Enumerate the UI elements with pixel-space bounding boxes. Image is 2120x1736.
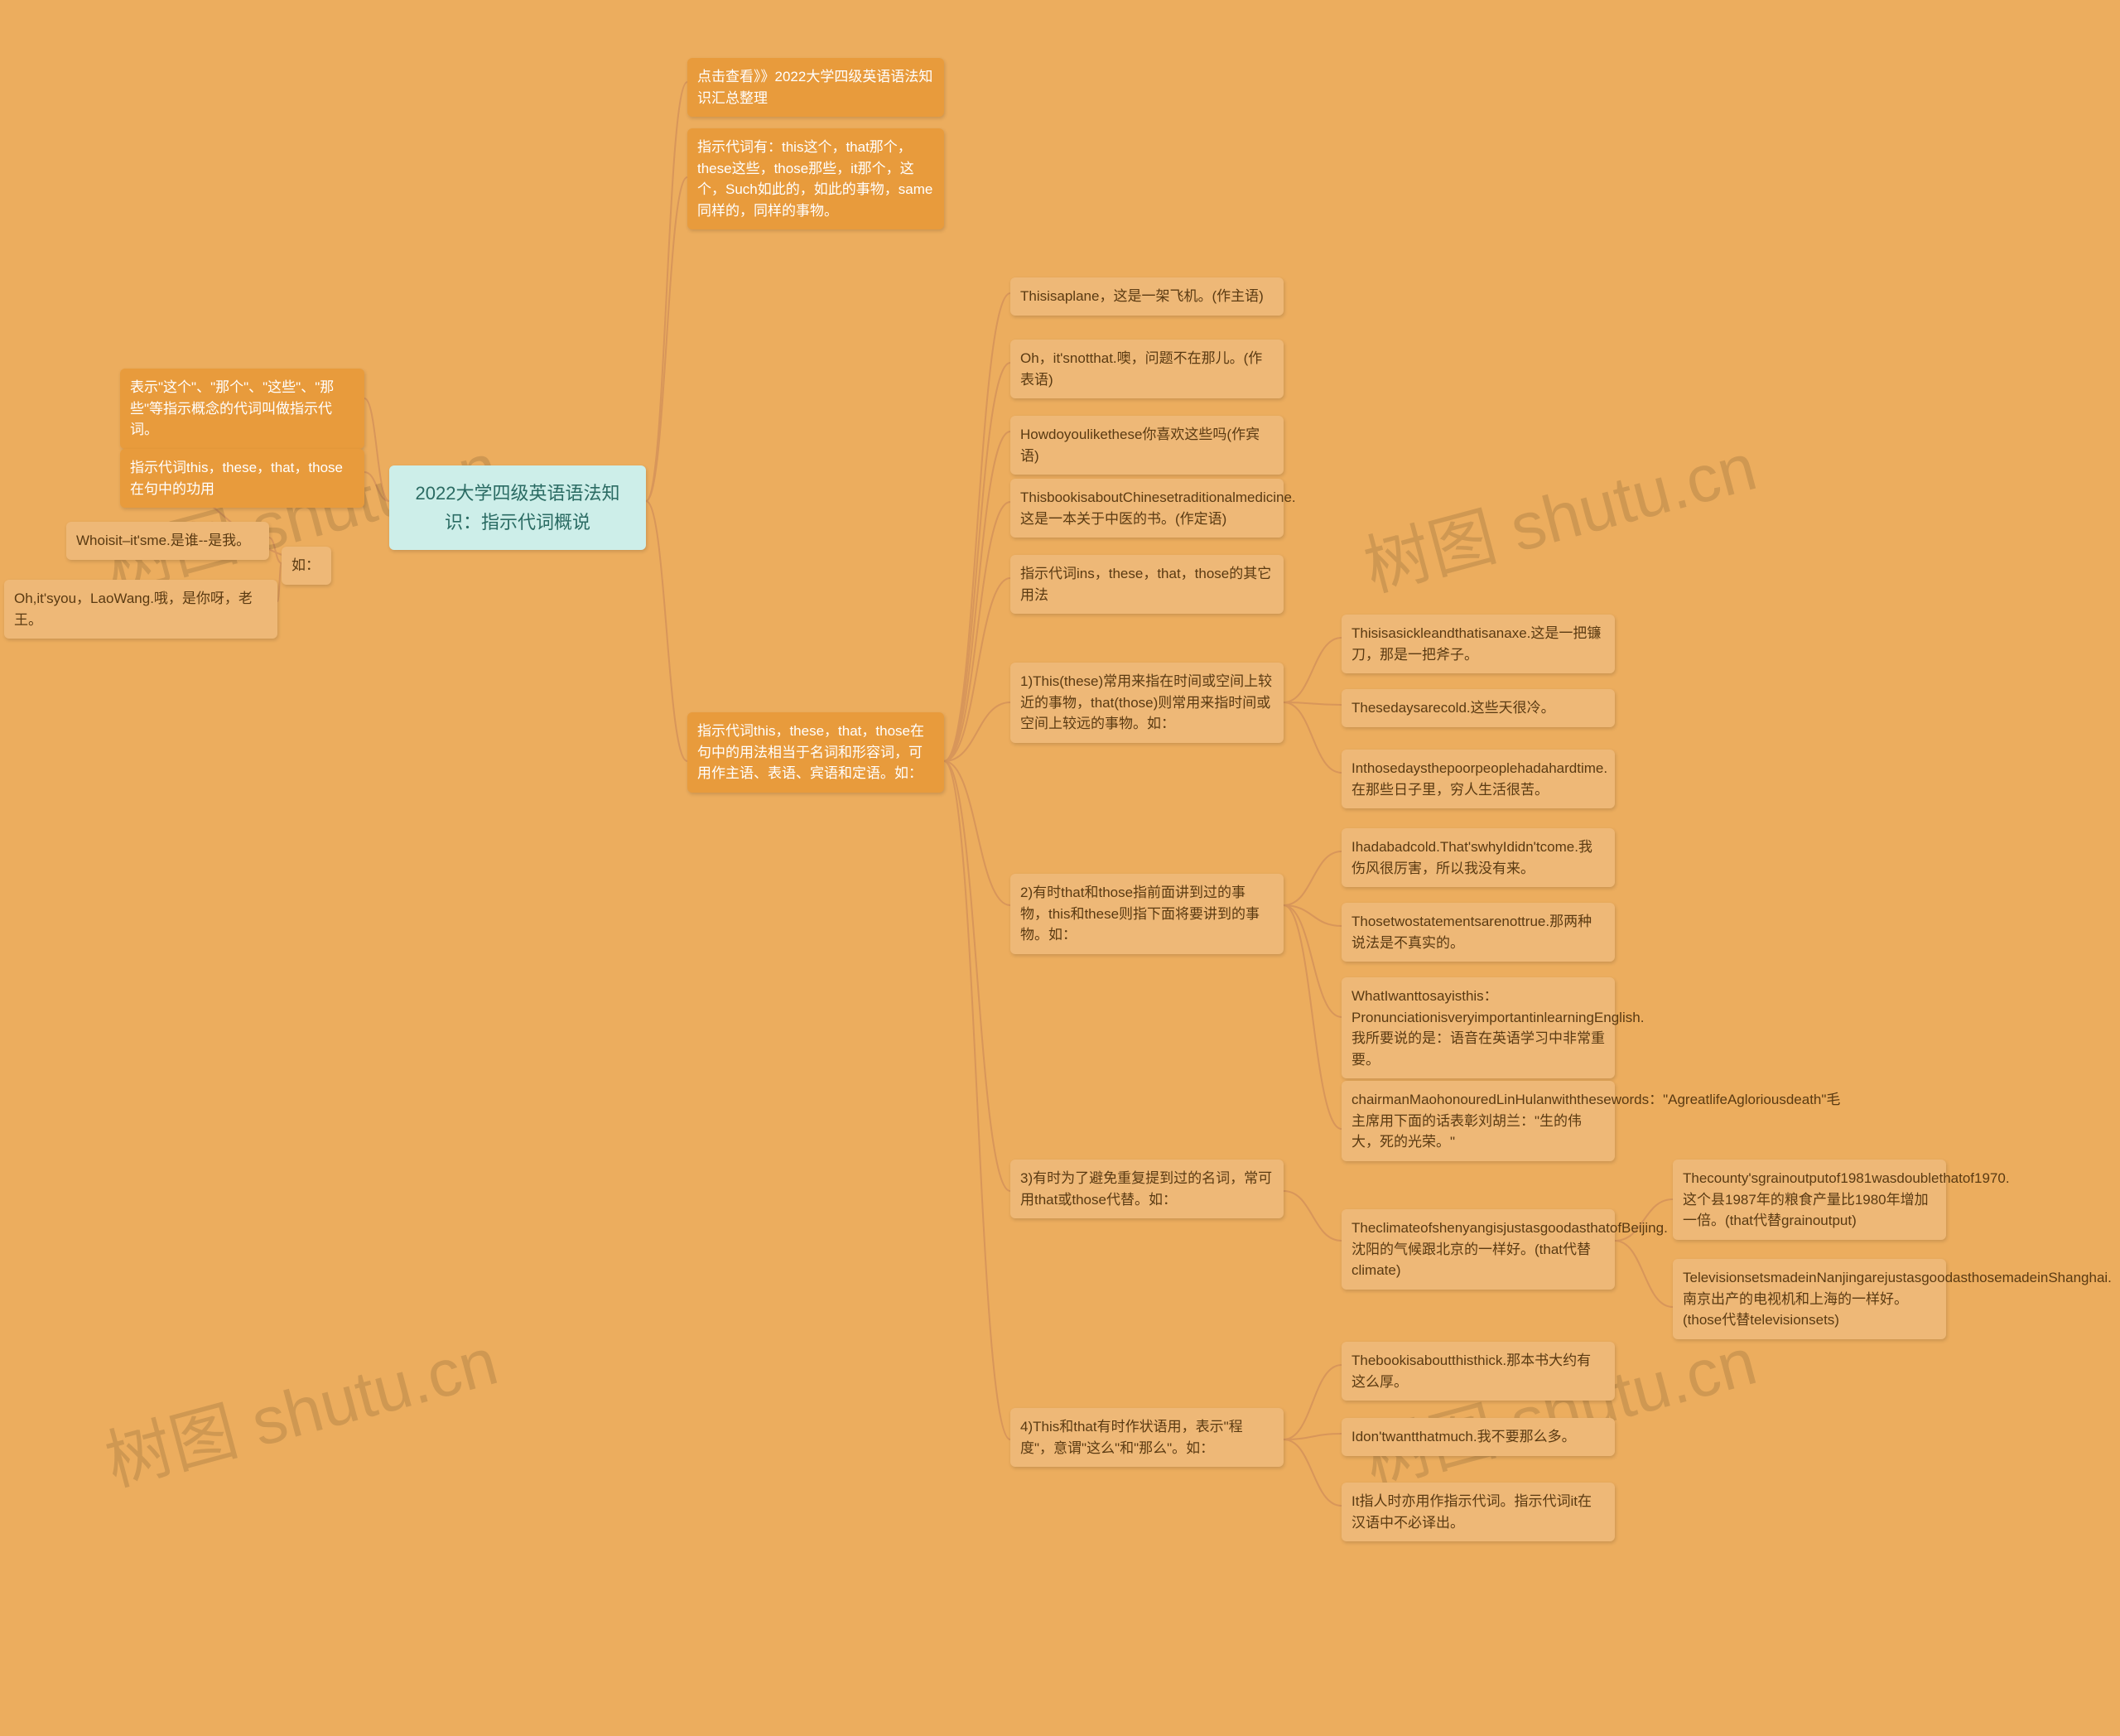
right-node-usage[interactable]: 指示代词this，these，that，those在句中的用法相当于名词和形容词…	[687, 712, 944, 793]
c7-child-c[interactable]: WhatIwanttosayisthis：Pronunciationisvery…	[1342, 977, 1615, 1078]
c8a-child-a[interactable]: Thecounty'sgrainoutputof1981wasdoubletha…	[1673, 1160, 1946, 1240]
usage-child-1[interactable]: Thisisaplane，这是一架飞机。(作主语)	[1010, 277, 1284, 316]
left-node-definition[interactable]: 表示"这个"、"那个"、"这些"、"那些"等指示概念的代词叫做指示代词。	[120, 369, 364, 449]
right-node-list[interactable]: 指示代词有：this这个，that那个，these这些，those那些，it那个…	[687, 128, 944, 229]
usage-child-4[interactable]: ThisbookisaboutChinesetraditionalmedicin…	[1010, 479, 1284, 538]
center-node[interactable]: 2022大学四级英语语法知识：指示代词概说	[389, 465, 646, 550]
usage-child-8[interactable]: 3)有时为了避免重复提到过的名词，常可用that或those代替。如：	[1010, 1160, 1284, 1218]
usage-child-5[interactable]: 指示代词ins，these，that，those的其它用法	[1010, 555, 1284, 614]
watermark: 树图 shutu.cn	[1352, 413, 1765, 610]
c9-child-a[interactable]: Thebookisaboutthisthick.那本书大约有这么厚。	[1342, 1342, 1615, 1401]
usage-child-2[interactable]: Oh，it'snotthat.噢，问题不在那儿。(作表语)	[1010, 340, 1284, 398]
c8-child-a[interactable]: Theclimateofshenyangisjustasgoodasthatof…	[1342, 1209, 1615, 1290]
c7-child-b[interactable]: Thosetwostatementsarenottrue.那两种说法是不真实的。	[1342, 903, 1615, 962]
c6-child-a[interactable]: Thisisasickleandthatisanaxe.这是一把镰刀，那是一把斧…	[1342, 615, 1615, 673]
watermark: 树图 shutu.cn	[94, 1308, 506, 1504]
c9-child-b[interactable]: Idon'twantthatmuch.我不要那么多。	[1342, 1418, 1615, 1456]
c7-child-d[interactable]: chairmanMaohonouredLinHulanwiththeseword…	[1342, 1081, 1615, 1161]
c6-child-b[interactable]: Thesedaysarecold.这些天很冷。	[1342, 689, 1615, 727]
left-node-example2[interactable]: Oh,it'syou，LaoWang.哦，是你呀，老王。	[4, 580, 277, 639]
usage-child-6[interactable]: 1)This(these)常用来指在时间或空间上较近的事物，that(those…	[1010, 663, 1284, 743]
c6-child-c[interactable]: Inthosedaysthepoorpeoplehadahardtime.在那些…	[1342, 750, 1615, 808]
left-node-usage[interactable]: 指示代词this，these，that，those在句中的功用	[120, 449, 364, 508]
connectors-layer	[0, 0, 2120, 1736]
usage-child-3[interactable]: Howdoyoulikethese你喜欢这些吗(作宾语)	[1010, 416, 1284, 475]
c7-child-a[interactable]: Ihadabadcold.That'swhyIdidn'tcome.我伤风很厉害…	[1342, 828, 1615, 887]
right-node-link[interactable]: 点击查看》》2022大学四级英语语法知识汇总整理	[687, 58, 944, 117]
left-node-eg[interactable]: 如：	[282, 547, 331, 585]
usage-child-7[interactable]: 2)有时that和those指前面讲到过的事物，this和these则指下面将要…	[1010, 874, 1284, 954]
c9-child-c[interactable]: It指人时亦用作指示代词。指示代词it在汉语中不必译出。	[1342, 1483, 1615, 1541]
c8a-child-b[interactable]: TelevisionsetsmadeinNanjingarejustasgood…	[1673, 1259, 1946, 1339]
usage-child-9[interactable]: 4)This和that有时作状语用，表示"程度"，意谓"这么"和"那么"。如：	[1010, 1408, 1284, 1467]
left-node-example1[interactable]: Whoisit–it'sme.是谁--是我。	[66, 522, 269, 560]
